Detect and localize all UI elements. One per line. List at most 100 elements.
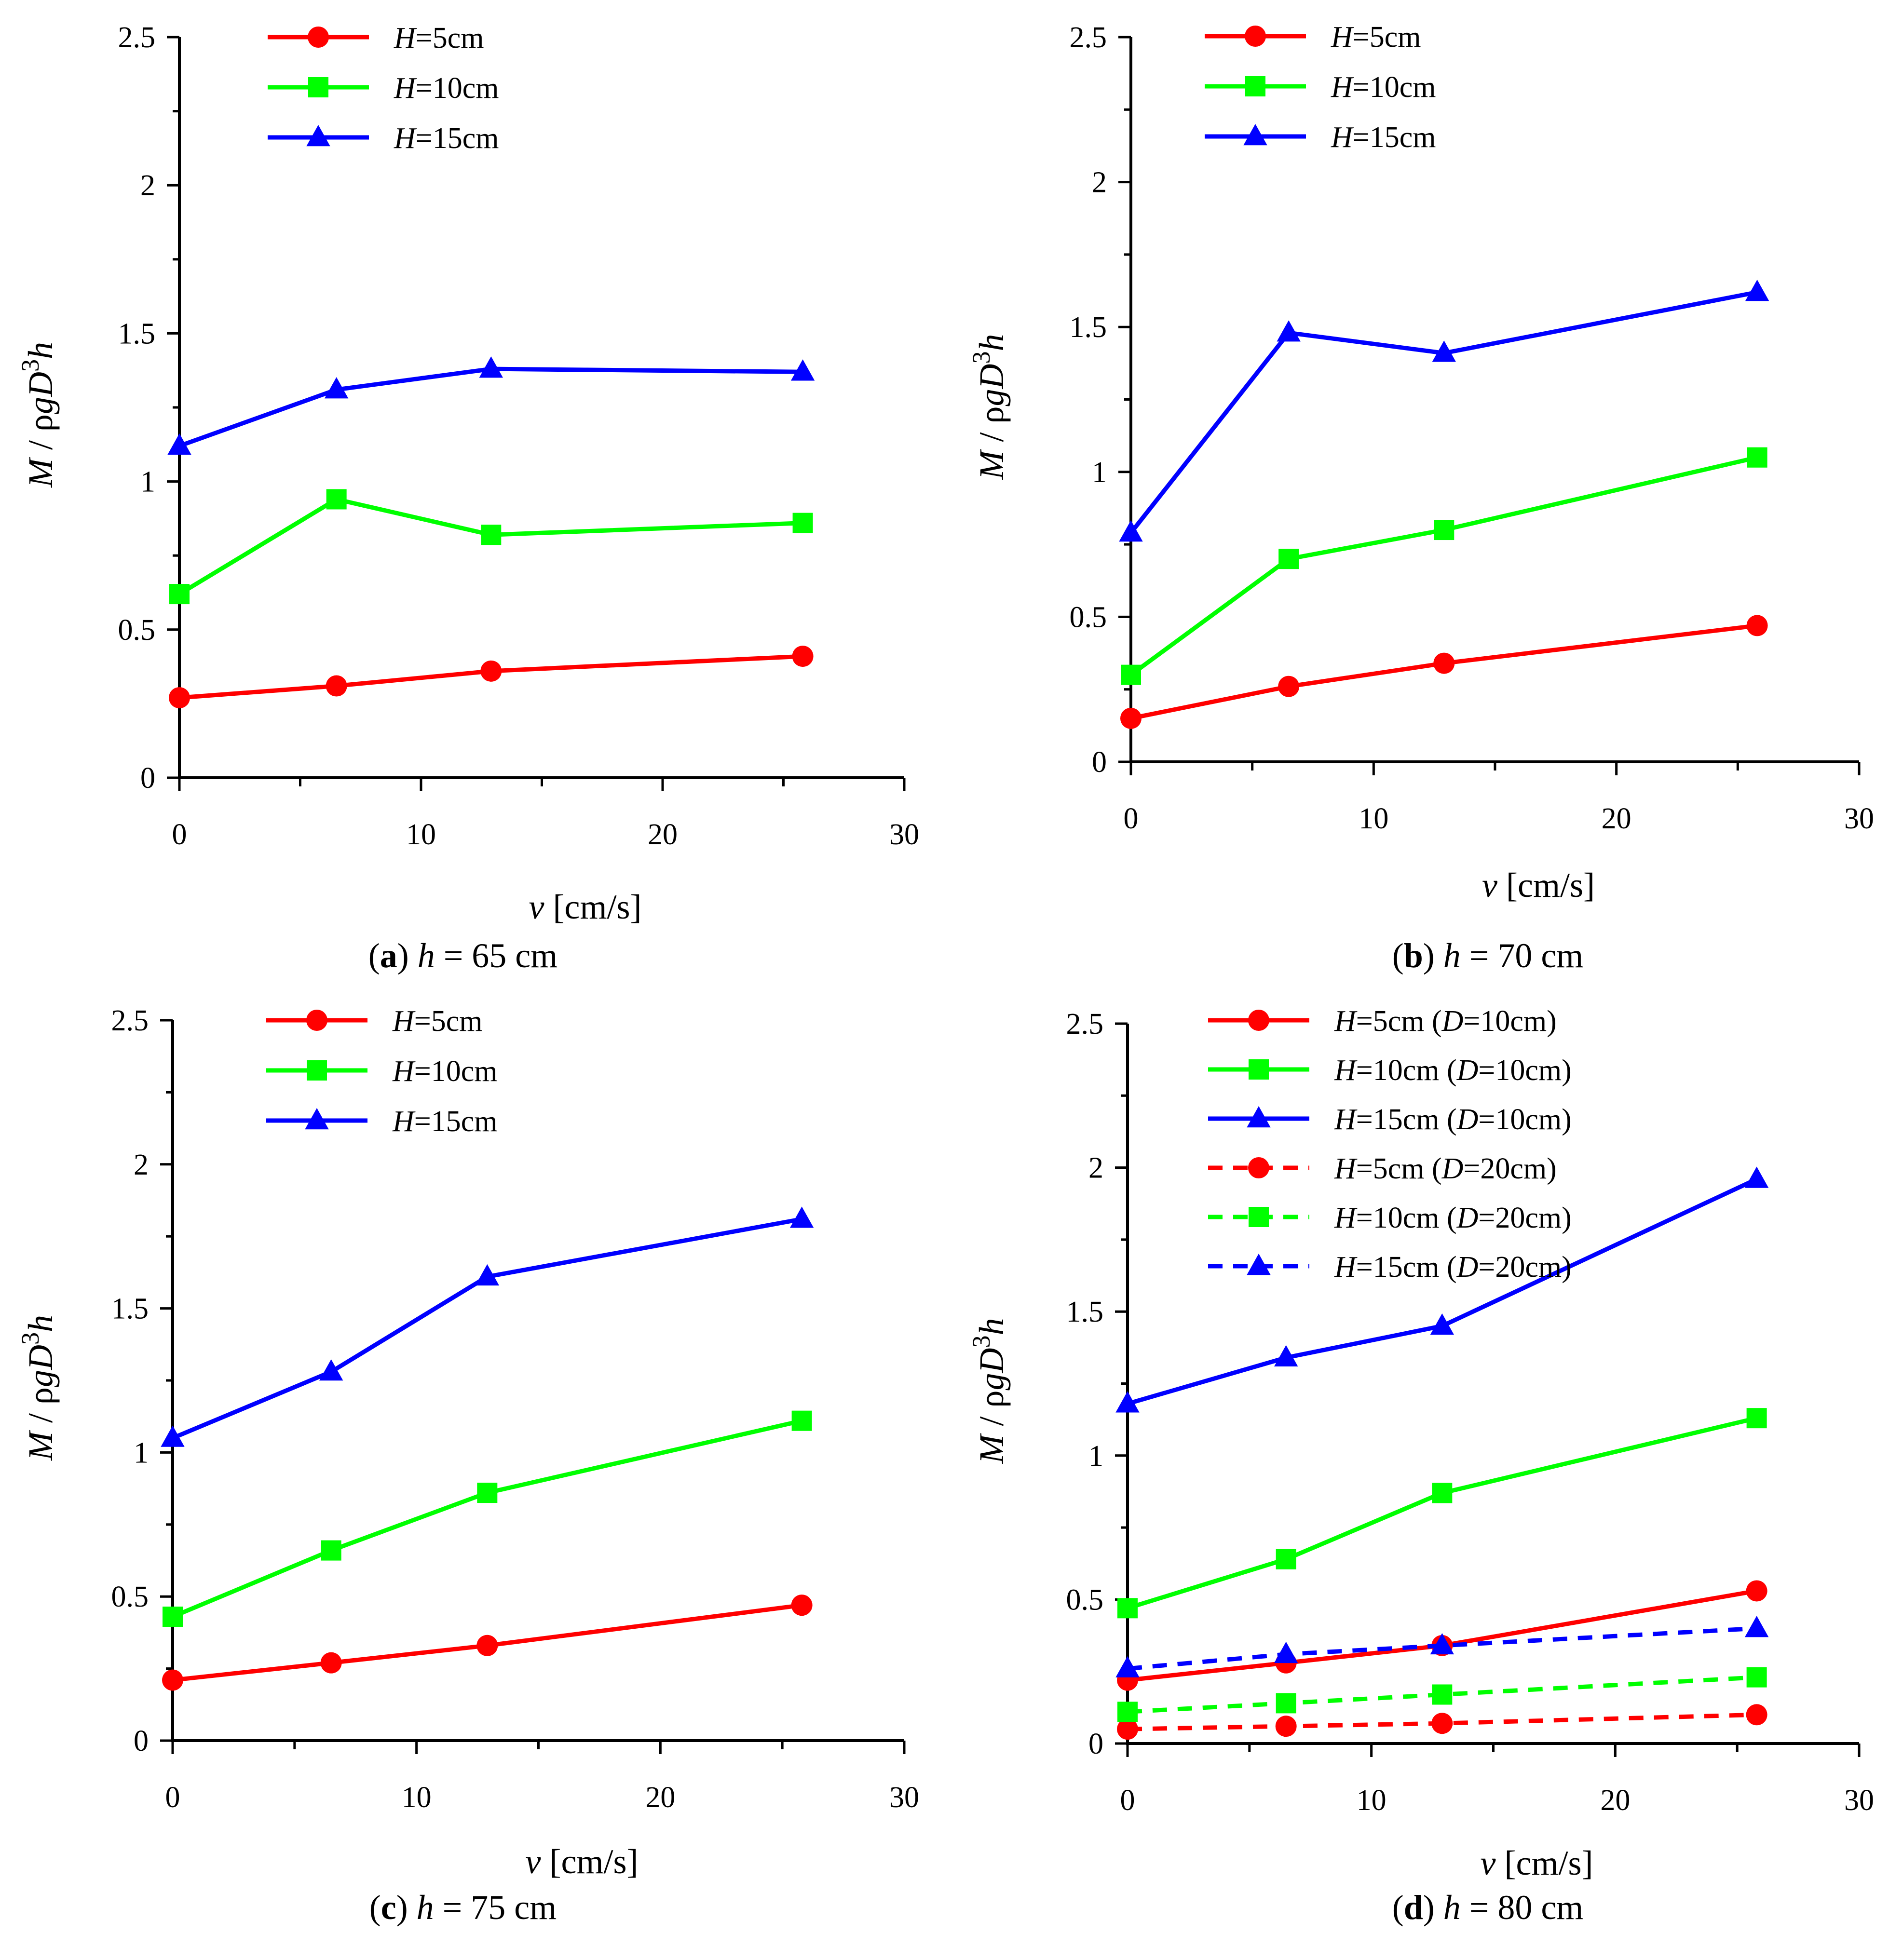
data-point-b-1-1 xyxy=(1278,549,1299,569)
data-point-d-1-0 xyxy=(1117,1598,1138,1619)
data-point-d-2-2 xyxy=(1430,1313,1454,1335)
x-tick-label-c: 0 xyxy=(165,1781,180,1814)
series-line-b-1 xyxy=(1129,455,1758,677)
data-point-d-2-1 xyxy=(1274,1345,1298,1366)
series-line-d-2 xyxy=(1127,1177,1758,1406)
data-point-d-2-3 xyxy=(1744,1166,1769,1188)
y-axis-title-b: M / ρgD3h xyxy=(968,334,1011,480)
legend-label-c-2: H=15cm xyxy=(392,1105,498,1138)
data-point-a-2-1 xyxy=(324,377,349,399)
series-c-2 xyxy=(161,1206,814,1447)
legend-label-a-0: H=5cm xyxy=(394,22,484,54)
data-point-d-2-0 xyxy=(1115,1391,1140,1413)
series-c-1 xyxy=(163,1410,812,1627)
data-point-c-2-2 xyxy=(475,1264,500,1286)
data-point-a-0-0 xyxy=(169,687,190,709)
legend-marker-c-0 xyxy=(306,1010,327,1031)
y-tick-label-a: 0 xyxy=(140,762,155,795)
data-point-a-1-2 xyxy=(481,525,502,545)
y-tick-label-d: 2.5 xyxy=(1066,1008,1104,1041)
data-point-c-1-2 xyxy=(477,1483,498,1503)
data-point-b-2-2 xyxy=(1432,340,1456,362)
data-point-d-5-2 xyxy=(1430,1633,1454,1655)
y-tick-label-b: 1 xyxy=(1092,456,1107,489)
data-point-c-0-1 xyxy=(320,1652,342,1674)
y-tick-label-d: 1 xyxy=(1088,1440,1103,1473)
legend-entry-b-1: H=10cm xyxy=(1205,71,1436,104)
chart-panel-c: 0 0.5 1 1.5 2 2.5 0 10 20 30 v [cm/s] M / ρgD3h H=5c… xyxy=(17,1004,920,1927)
data-point-c-1-3 xyxy=(791,1410,812,1431)
series-line-c-0 xyxy=(172,1603,802,1682)
legend-label-b-0: H=5cm xyxy=(1331,21,1421,54)
data-point-b-1-0 xyxy=(1121,664,1141,685)
series-line-a-1 xyxy=(178,497,803,596)
series-line-d-1 xyxy=(1127,1416,1757,1610)
x-tick-label-c: 20 xyxy=(645,1781,675,1814)
data-point-a-2-3 xyxy=(790,359,815,381)
data-point-d-0-3 xyxy=(1746,1580,1767,1602)
y-tick-label-c: 1 xyxy=(134,1436,149,1469)
series-line-c-1 xyxy=(172,1419,802,1619)
data-point-c-2-0 xyxy=(161,1425,185,1447)
legend-marker-d-2 xyxy=(1247,1106,1271,1128)
x-tick-label-a: 30 xyxy=(889,818,919,851)
legend-marker-a-2 xyxy=(306,125,330,147)
data-point-c-0-2 xyxy=(476,1635,498,1656)
series-line-d-3 xyxy=(1127,1712,1757,1731)
series-c-0 xyxy=(162,1595,813,1691)
series-a-1 xyxy=(169,489,813,605)
series-a-0 xyxy=(169,646,814,709)
y-tick-label-d: 2 xyxy=(1088,1152,1103,1185)
data-point-c-1-0 xyxy=(163,1607,183,1627)
y-tick-label-b: 0 xyxy=(1092,746,1107,779)
legend-entry-c-2: H=15cm xyxy=(266,1105,498,1138)
series-line-a-0 xyxy=(179,654,803,700)
data-point-a-2-0 xyxy=(167,433,191,455)
legend-label-d-4: H=10cm (D=20cm) xyxy=(1334,1202,1572,1234)
y-tick-label-a: 1.5 xyxy=(118,317,156,350)
series-line-d-0 xyxy=(1127,1589,1757,1683)
series-line-d-5 xyxy=(1127,1626,1757,1671)
data-point-d-4-1 xyxy=(1276,1693,1296,1714)
data-point-d-3-3 xyxy=(1746,1704,1767,1726)
legend-entry-d-4: H=10cm (D=20cm) xyxy=(1208,1202,1572,1234)
legend-label-a-1: H=10cm xyxy=(394,72,499,105)
series-b-0 xyxy=(1120,615,1768,729)
x-tick-label-c: 10 xyxy=(402,1781,432,1814)
legend-entry-a-2: H=15cm xyxy=(268,122,499,155)
legend-marker-d-0 xyxy=(1248,1010,1269,1031)
series-d-3 xyxy=(1117,1704,1767,1740)
y-tick-label-d: 1.5 xyxy=(1066,1296,1104,1328)
legend-entry-a-1: H=10cm xyxy=(268,72,499,105)
series-d-2 xyxy=(1115,1166,1769,1413)
panel-caption-d: (d) h = 80 cm xyxy=(1392,1888,1584,1927)
data-point-d-5-0 xyxy=(1115,1656,1140,1677)
data-point-d-3-0 xyxy=(1117,1718,1138,1740)
legend-entry-a-0: H=5cm xyxy=(268,22,484,54)
data-point-d-3-2 xyxy=(1431,1713,1453,1734)
x-tick-label-b: 20 xyxy=(1602,802,1631,835)
series-d-5 xyxy=(1115,1616,1769,1677)
data-point-a-0-1 xyxy=(326,675,347,697)
legend-label-d-1: H=10cm (D=10cm) xyxy=(1334,1054,1572,1087)
legend-label-d-3: H=5cm (D=20cm) xyxy=(1334,1152,1557,1185)
legend-entry-d-5: H=15cm (D=20cm) xyxy=(1208,1251,1572,1284)
legend-label-d-2: H=15cm (D=10cm) xyxy=(1334,1103,1572,1136)
series-d-4 xyxy=(1117,1667,1767,1722)
data-point-c-2-3 xyxy=(789,1206,814,1228)
legend-entry-b-0: H=5cm xyxy=(1205,21,1421,54)
legend-marker-d-3 xyxy=(1248,1157,1269,1178)
series-b-1 xyxy=(1121,447,1767,685)
y-tick-label-b: 2.5 xyxy=(1070,21,1107,54)
y-tick-label-a: 1 xyxy=(140,466,155,499)
x-tick-label-b: 30 xyxy=(1844,802,1874,835)
y-axis-title-a: M / ρgD3h xyxy=(17,342,60,488)
data-point-c-0-0 xyxy=(162,1669,183,1691)
data-point-b-0-3 xyxy=(1746,615,1768,636)
chart-panel-a: 0 0.5 1 1.5 2 2.5 0 10 20 30 v [cm/s] M / ρgD3h H=5c… xyxy=(17,21,920,975)
series-line-d-4 xyxy=(1127,1675,1757,1714)
y-tick-label-c: 0.5 xyxy=(111,1581,149,1613)
data-point-d-1-1 xyxy=(1276,1549,1296,1569)
data-point-d-4-3 xyxy=(1746,1667,1767,1688)
